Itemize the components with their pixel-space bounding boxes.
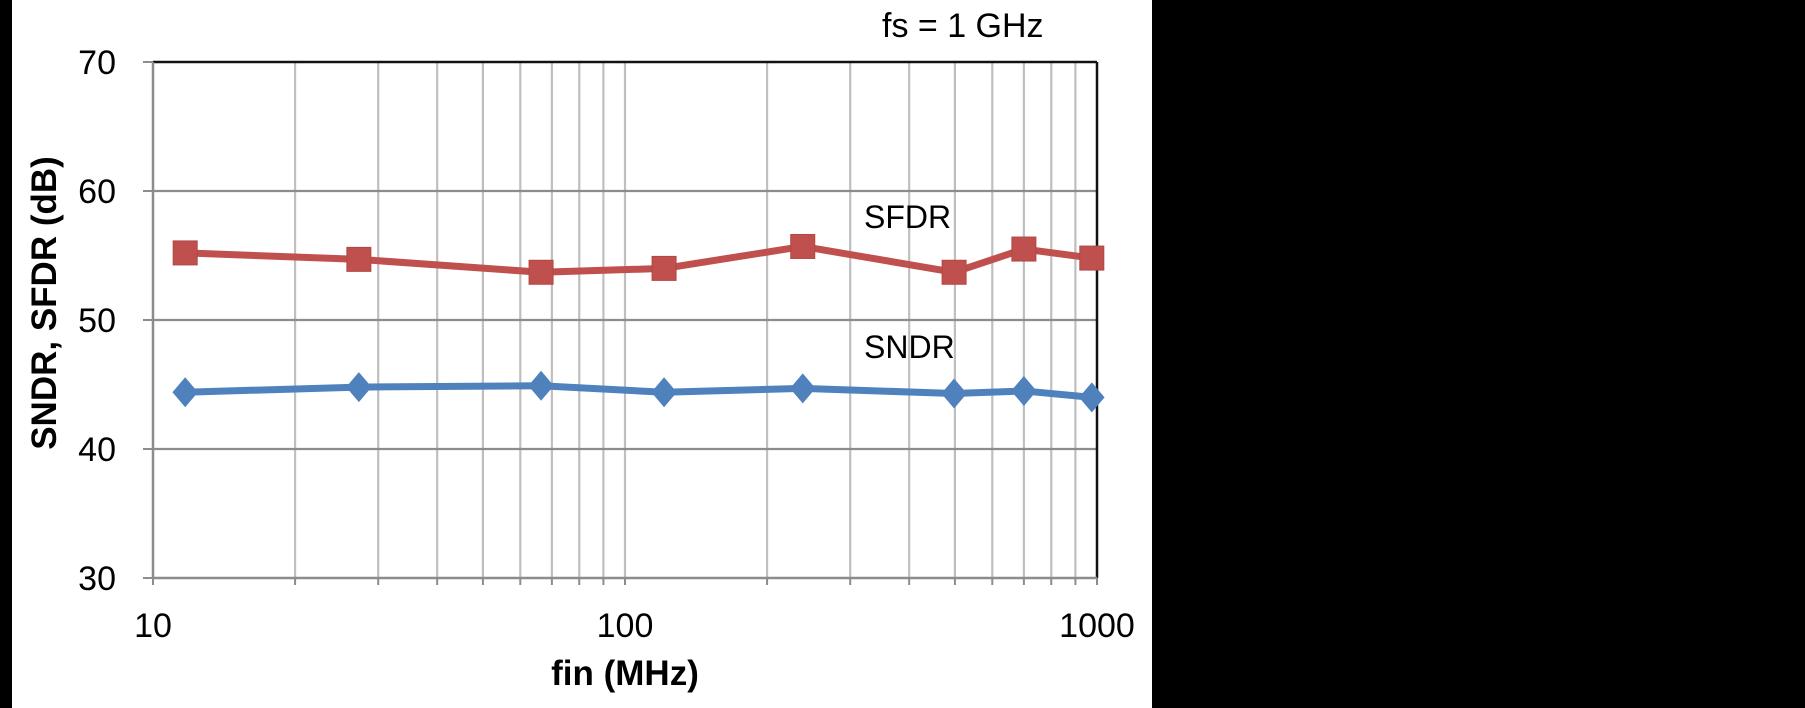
diamond-marker — [172, 377, 198, 408]
square-marker — [1079, 245, 1105, 271]
left-black-border — [0, 0, 12, 708]
sndr-label: SNDR — [864, 329, 955, 365]
sfdr-label: SFDR — [864, 199, 951, 235]
y-axis-title: SNDR, SFDR (dB) — [25, 156, 64, 450]
series-sfdr: SFDR — [172, 199, 1105, 285]
square-marker — [651, 255, 677, 281]
axes — [143, 60, 1099, 585]
y-tick-label: 40 — [78, 431, 116, 469]
diamond-marker — [1079, 382, 1105, 413]
square-marker — [346, 246, 372, 272]
x-tick-label: 1000 — [1059, 607, 1135, 645]
square-marker — [528, 259, 554, 285]
x-tick-label: 100 — [597, 607, 654, 645]
diamond-marker — [789, 373, 816, 404]
diamond-marker — [346, 372, 372, 403]
diamond-marker — [1011, 375, 1037, 406]
diamond-marker — [651, 377, 677, 408]
square-marker — [790, 233, 816, 259]
y-tick-label: 70 — [78, 44, 116, 82]
y-tick-label: 50 — [78, 302, 116, 340]
series-sndr: SNDR — [172, 329, 1105, 413]
y-tick-label: 30 — [78, 560, 116, 598]
square-marker — [1011, 236, 1037, 262]
chart-panel — [12, 0, 1152, 708]
gridlines — [153, 62, 1097, 578]
diamond-marker — [941, 378, 967, 409]
square-marker — [941, 259, 967, 285]
square-marker — [172, 240, 198, 266]
y-tick-labels: 30 40 50 60 70 — [78, 44, 116, 598]
y-tick-label: 60 — [78, 173, 116, 211]
x-tick-labels: 10 100 1000 — [134, 607, 1135, 645]
x-axis-title: fin (MHz) — [551, 654, 699, 693]
data-series: SFDR SNDR — [172, 199, 1105, 413]
right-black-area — [1152, 0, 1805, 708]
diamond-marker — [528, 370, 554, 401]
sampling-frequency-annotation: fs = 1 GHz — [882, 7, 1044, 45]
x-tick-label: 10 — [134, 607, 172, 645]
